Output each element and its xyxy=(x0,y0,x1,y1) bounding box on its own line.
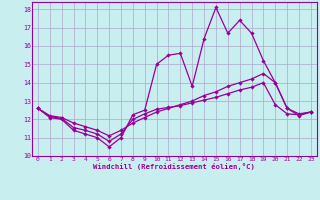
X-axis label: Windchill (Refroidissement éolien,°C): Windchill (Refroidissement éolien,°C) xyxy=(93,163,255,170)
